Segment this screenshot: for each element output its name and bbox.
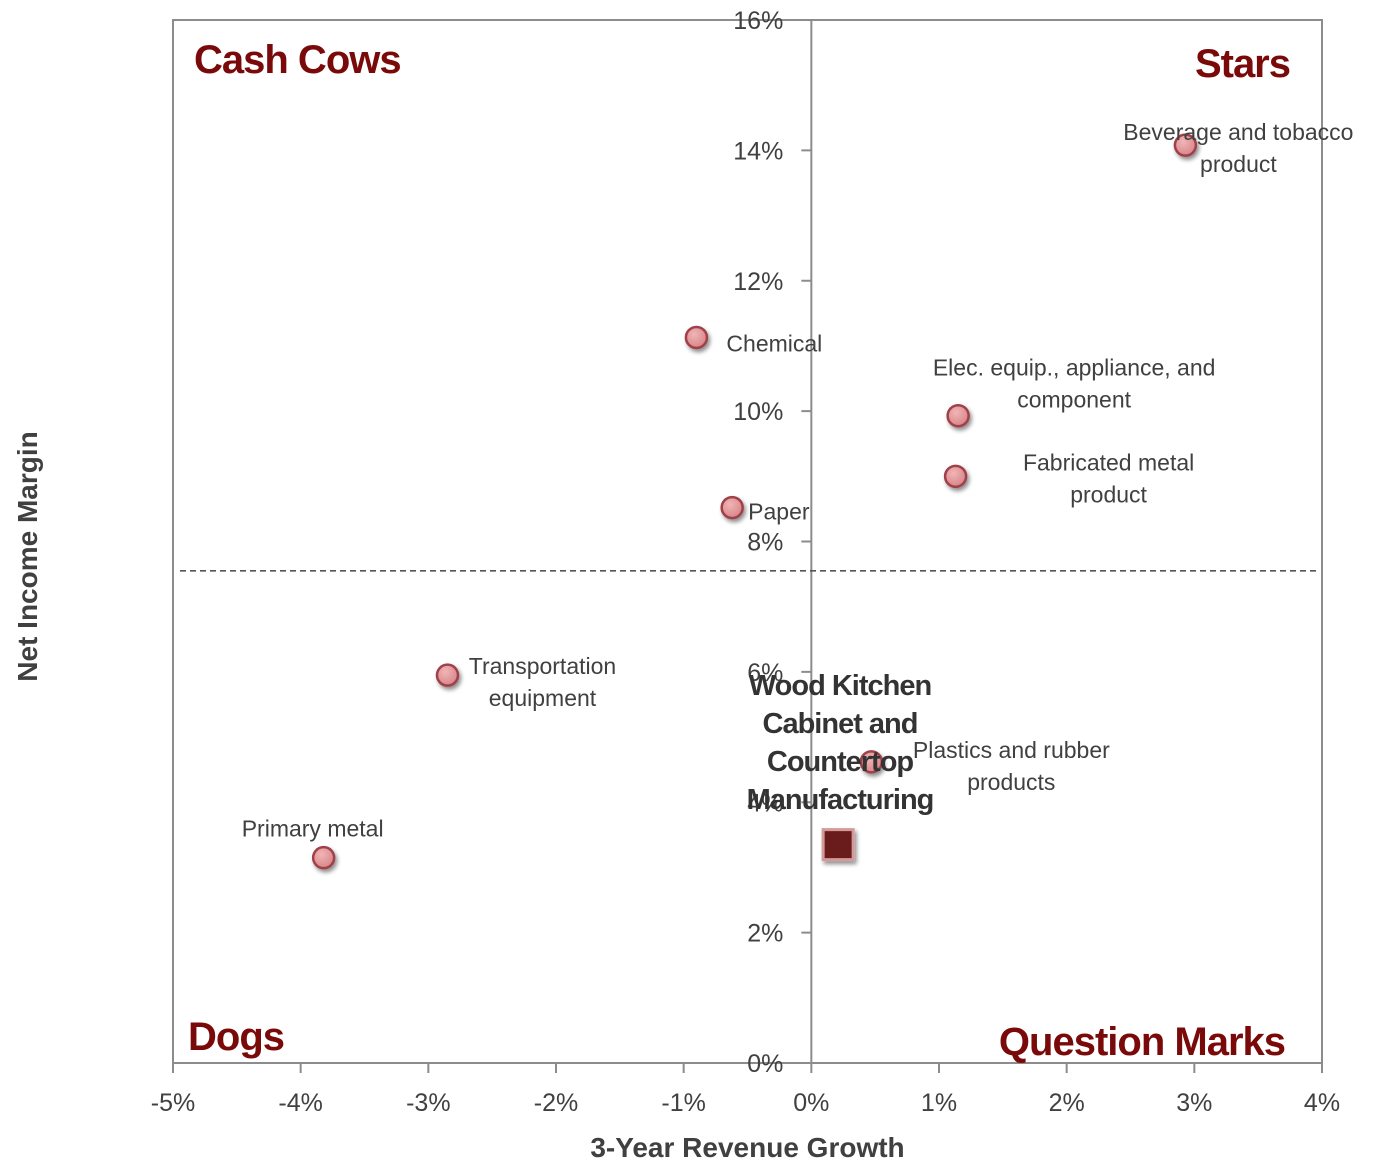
data-point-label: Chemical (726, 330, 822, 356)
x-tick-label: 4% (1304, 1089, 1340, 1117)
y-tick-label: 14% (733, 137, 783, 165)
y-axis-title: Net Income Margin (12, 431, 43, 681)
data-point-label: Elec. equip., appliance, and (933, 355, 1216, 381)
quadrant-label-dogs: Dogs (188, 1015, 284, 1059)
data-point (311, 845, 336, 870)
x-tick-label: 1% (921, 1089, 957, 1117)
quadrant-label-stars: Stars (1195, 42, 1290, 86)
focus-point-label: Countertop (767, 746, 914, 778)
y-tick-label: 2% (747, 920, 783, 948)
data-point (684, 325, 709, 350)
quadrant-label-question-marks: Question Marks (999, 1020, 1285, 1064)
focus-point-label: Manufacturing (747, 784, 934, 816)
data-point-label: Plastics and rubber (913, 737, 1110, 763)
x-tick-label: 2% (1049, 1089, 1085, 1117)
data-point (435, 663, 460, 687)
data-point-label: product (1070, 481, 1147, 507)
x-tick-label: -4% (278, 1089, 322, 1117)
y-tick-label: 0% (747, 1050, 783, 1078)
data-point-label: Transportation (469, 653, 616, 679)
quadrant-label-cash-cows: Cash Cows (194, 38, 401, 82)
y-tick-label: 16% (733, 7, 783, 35)
x-tick-label: -3% (406, 1089, 450, 1117)
y-tick-label: 8% (747, 529, 783, 557)
y-tick-label: 12% (733, 268, 783, 296)
data-point (943, 464, 968, 489)
data-point (720, 495, 744, 520)
x-tick-label: -5% (151, 1089, 195, 1117)
y-tick-label: 10% (733, 398, 783, 426)
data-point-label: Fabricated metal (1023, 449, 1194, 475)
data-point (859, 750, 884, 774)
y-tick-label: 4% (747, 789, 783, 817)
focus-point-label: Cabinet and (763, 708, 918, 740)
x-tick-label: -2% (534, 1089, 578, 1117)
x-axis-title: 3-Year Revenue Growth (590, 1132, 904, 1162)
x-tick-label: -1% (661, 1089, 705, 1117)
data-point-label: Paper (748, 499, 810, 525)
data-point-label: component (1017, 387, 1131, 413)
data-point-label: product (1200, 151, 1277, 177)
data-point (946, 403, 970, 428)
data-point-label: Primary metal (242, 816, 384, 842)
focus-point-label: Wood Kitchen (749, 670, 931, 702)
y-tick-label: 6% (747, 659, 783, 687)
plot-frame (172, 19, 1323, 1064)
x-tick-label: 3% (1176, 1089, 1212, 1117)
x-tick-label: 0% (793, 1089, 829, 1117)
data-point (1173, 133, 1198, 157)
data-point-label: products (967, 769, 1055, 795)
focus-point-marker (821, 828, 855, 862)
data-point-label: equipment (489, 685, 597, 711)
data-point-label: Beverage and tobacco (1123, 119, 1353, 145)
